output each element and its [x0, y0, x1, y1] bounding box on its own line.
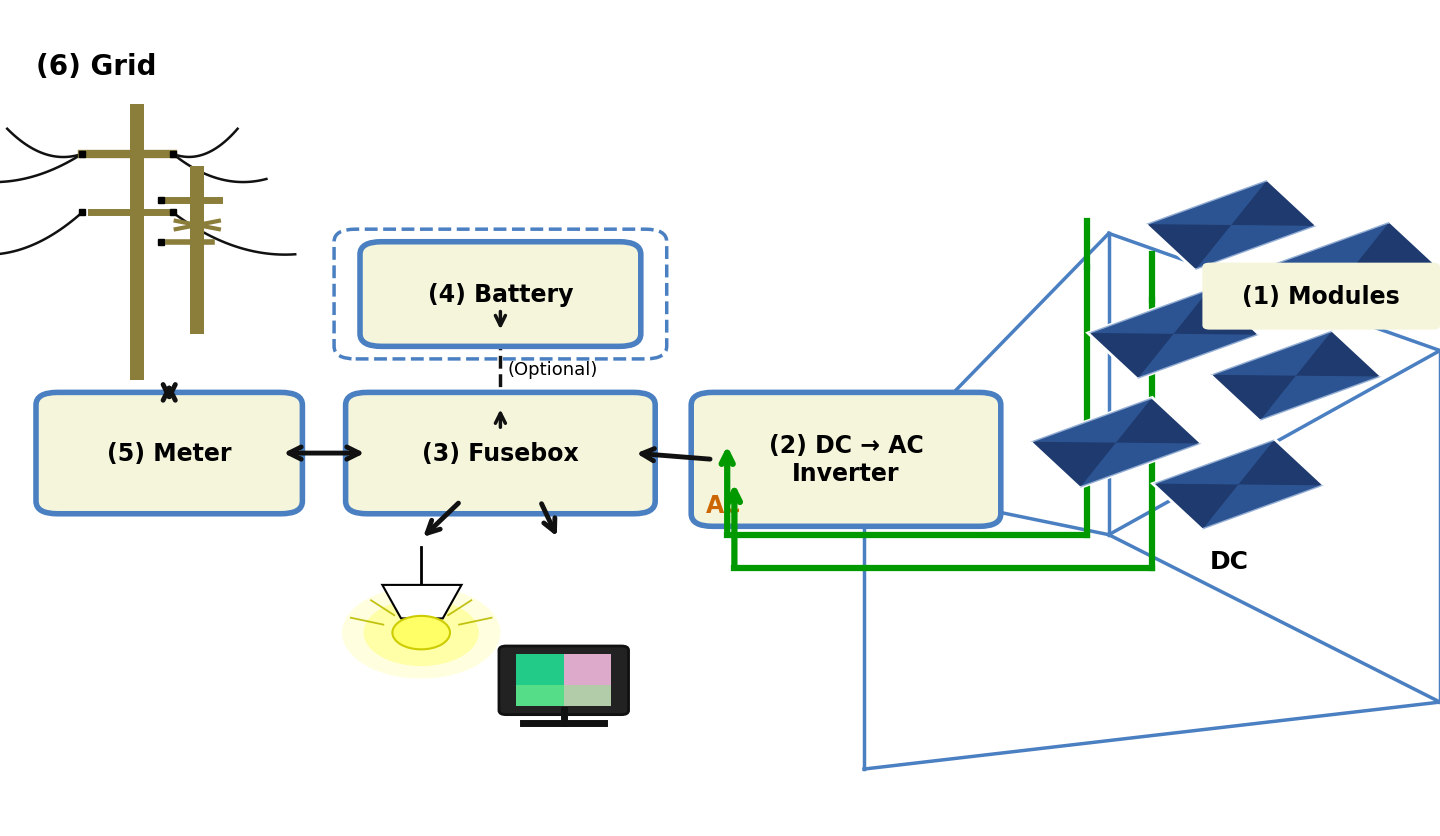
Circle shape — [392, 616, 451, 650]
FancyBboxPatch shape — [500, 646, 628, 715]
Text: AC: AC — [706, 493, 742, 517]
Polygon shape — [1279, 218, 1372, 263]
Polygon shape — [517, 686, 612, 706]
Text: (6) Grid: (6) Grid — [36, 54, 157, 81]
Polygon shape — [1041, 394, 1135, 438]
Text: (5) Meter: (5) Meter — [107, 441, 232, 466]
Polygon shape — [1087, 289, 1260, 380]
Polygon shape — [1221, 327, 1315, 371]
FancyBboxPatch shape — [36, 393, 302, 514]
Text: (3) Fusebox: (3) Fusebox — [422, 441, 579, 466]
Polygon shape — [564, 655, 612, 706]
Polygon shape — [1267, 222, 1440, 313]
Circle shape — [343, 587, 501, 679]
FancyBboxPatch shape — [1202, 263, 1440, 330]
Text: (Optional): (Optional) — [508, 361, 598, 379]
Bar — [190, 167, 204, 334]
Polygon shape — [1210, 331, 1382, 421]
Polygon shape — [1145, 181, 1318, 271]
Polygon shape — [1152, 440, 1325, 530]
Polygon shape — [1156, 176, 1250, 221]
Polygon shape — [1145, 181, 1318, 271]
Text: DC: DC — [1210, 549, 1248, 573]
Polygon shape — [1267, 222, 1440, 313]
Polygon shape — [1087, 289, 1260, 380]
Text: (2) DC → AC
Inverter: (2) DC → AC Inverter — [769, 434, 923, 486]
Polygon shape — [1030, 398, 1202, 488]
Text: (1) Modules: (1) Modules — [1243, 285, 1400, 308]
FancyBboxPatch shape — [346, 393, 655, 514]
Polygon shape — [1099, 285, 1192, 329]
FancyBboxPatch shape — [691, 393, 1001, 527]
Circle shape — [363, 599, 480, 666]
FancyBboxPatch shape — [360, 242, 641, 347]
Polygon shape — [517, 655, 564, 706]
Polygon shape — [383, 585, 461, 619]
Text: (4) Battery: (4) Battery — [428, 283, 573, 307]
Polygon shape — [1210, 331, 1382, 421]
Polygon shape — [1152, 440, 1325, 530]
Polygon shape — [1164, 436, 1257, 480]
Polygon shape — [1030, 398, 1202, 488]
Bar — [130, 104, 144, 380]
